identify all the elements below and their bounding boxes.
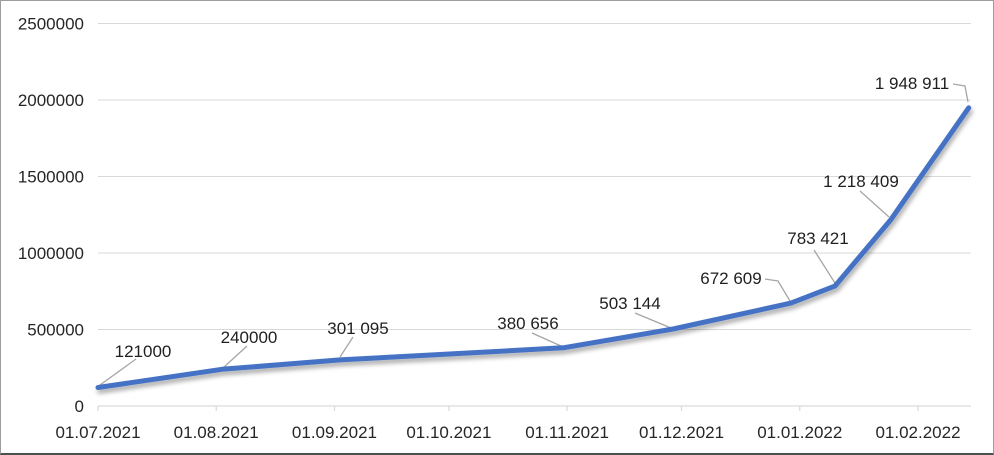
data-point-label: 240000 [221,328,278,347]
data-point-label: 1 218 409 [823,172,899,191]
x-axis-tick-label: 01.02.2022 [875,423,960,442]
y-axis-tick-label: 1500000 [18,168,84,187]
labels-layer: 121000 240000 301 095 380 656 503 144 672 609… [115,74,950,361]
data-label-leader-line [764,278,791,302]
data-point-label: 1 948 911 [875,74,949,93]
axes-layer: 0 500000 1000000 1500000 2000000 2500000 01.07… [18,15,971,442]
y-axis-tick-label: 500000 [27,321,84,340]
x-axis-tick-label: 01.12.2021 [639,423,724,442]
y-axis-tick-label: 2000000 [18,91,84,110]
data-point-label: 301 095 [327,319,388,338]
data-point-label: 121000 [115,342,172,361]
x-axis-tick-label: 01.08.2021 [174,423,259,442]
x-axis-tick-label: 01.07.2021 [55,423,140,442]
data-label-leader-line [531,332,562,347]
data-point-label: 783 421 [787,229,848,248]
data-label-leader-line [952,83,969,103]
data-label-leader-line [222,345,248,369]
data-label-leader-line [859,190,890,218]
series-line [95,105,972,390]
x-axis-tick-label: 01.11.2021 [525,423,609,442]
y-axis-tick-label: 2500000 [18,15,84,34]
x-axis-tick-label: 01.10.2021 [406,423,491,442]
series-layer [95,105,972,390]
y-axis-tick-label: 1000000 [18,244,84,263]
data-label-leader-line [813,249,836,284]
data-label-leader-line [339,336,354,358]
data-label-leader-line [634,312,672,329]
data-point-label: 672 609 [700,269,761,288]
x-axis-tick-label: 01.01.2022 [757,423,842,442]
data-point-label: 503 144 [599,294,660,313]
gridlines-layer [98,23,971,330]
leader-lines-layer [99,83,969,386]
data-point-label: 380 656 [497,314,558,333]
y-axis-tick-label: 0 [75,397,84,416]
data-label-leader-line [99,358,137,386]
x-axis-tick-label: 01.09.2021 [292,423,377,442]
